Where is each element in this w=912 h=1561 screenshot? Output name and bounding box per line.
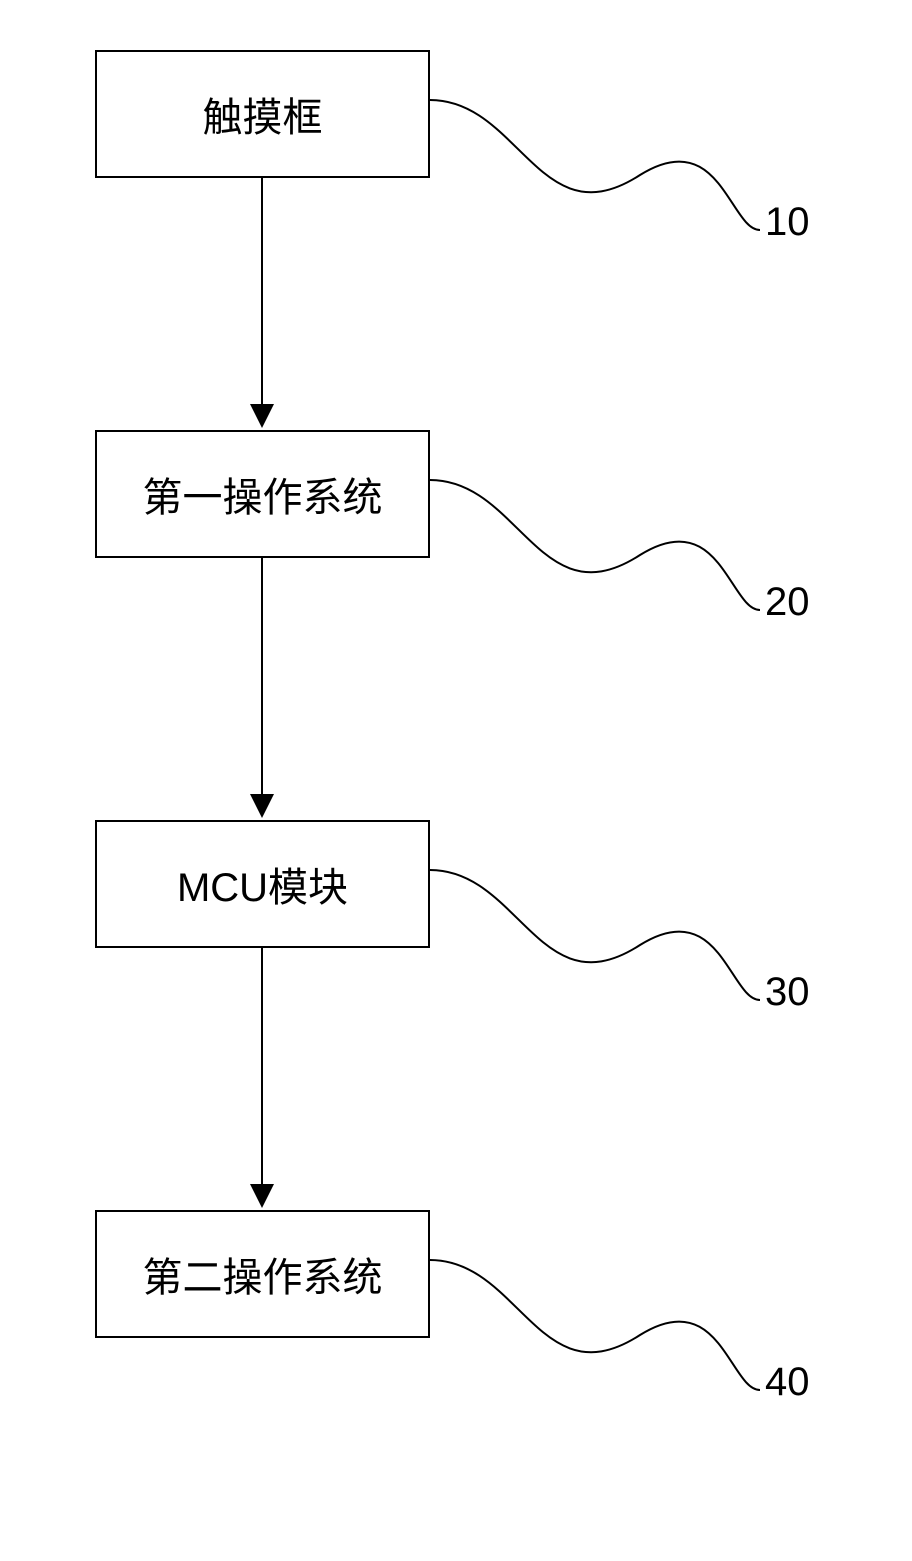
leader-curve-20	[430, 480, 760, 610]
ref-label-30: 30	[765, 970, 810, 1015]
ref-label-20: 20	[765, 580, 810, 625]
leader-curve-40	[430, 1260, 760, 1390]
ref-label-40: 40	[765, 1360, 810, 1405]
leader-curve-10	[430, 100, 760, 230]
flowchart-diagram: 触摸框 第一操作系统 MCU模块 第二操作系统 10 20 30 40	[0, 0, 912, 1561]
ref-label-10: 10	[765, 200, 810, 245]
leader-curve-30	[430, 870, 760, 1000]
